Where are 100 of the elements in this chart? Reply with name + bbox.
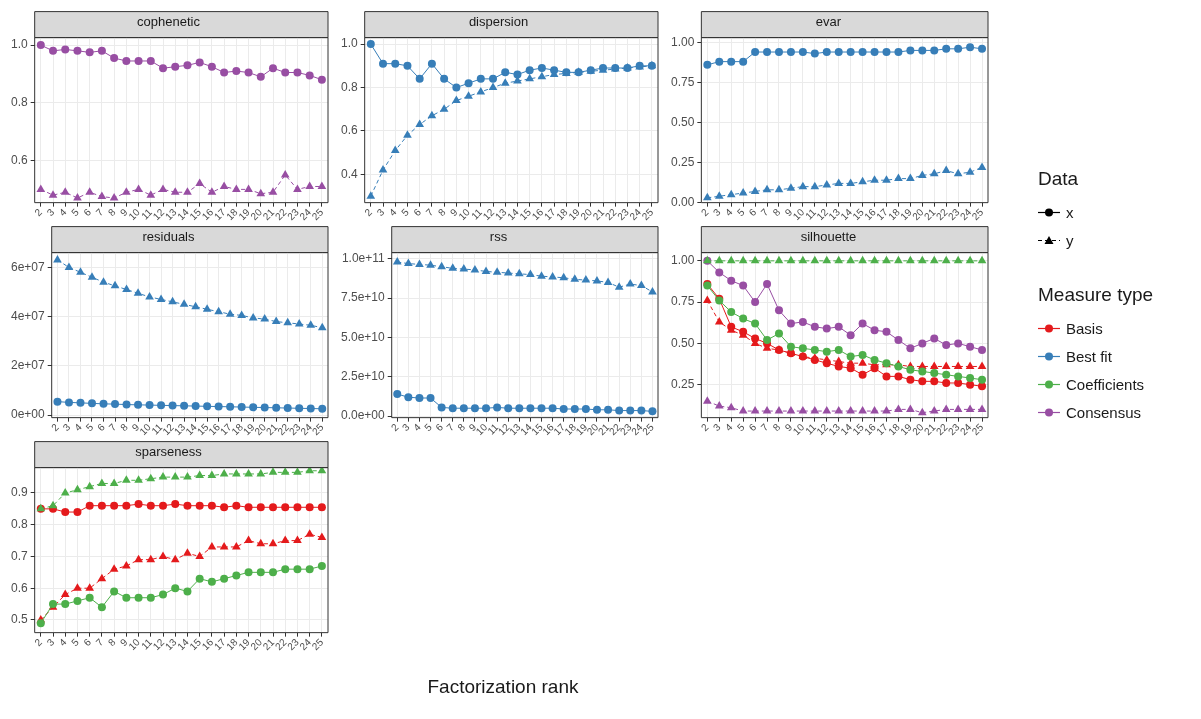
y-tick-label: 1.00 — [671, 34, 695, 49]
x-tick-label: 10 — [126, 206, 143, 223]
y-tick-label: 0.8 — [10, 517, 28, 532]
x-tick-label: 20 — [910, 421, 926, 438]
x-tick-label: 3 — [710, 421, 723, 434]
y-tick-label: 0.75 — [671, 294, 695, 309]
x-tick-label: 16 — [199, 206, 216, 223]
legend-label: Consensus — [1066, 403, 1142, 421]
x-tick-label: 7 — [93, 206, 106, 219]
x-tick-label: 3 — [400, 421, 413, 434]
x-tick-label: 5 — [83, 421, 96, 434]
chart-title: silhouette — [800, 229, 857, 245]
x-tick-label: 7 — [444, 421, 457, 434]
y-tick-label: 0e+00 — [11, 407, 46, 422]
x-tick-label: 8 — [455, 421, 468, 434]
x-tick-label: 4 — [411, 421, 424, 434]
x-tick-label: 5 — [69, 206, 82, 219]
y-tick-label: 7.5e+10 — [340, 290, 386, 305]
y-tick-label: 0.8 — [340, 79, 358, 94]
x-tick-label: 8 — [105, 636, 118, 649]
legend-title: Measure type — [1038, 284, 1154, 306]
chart-title: dispersion — [468, 14, 529, 30]
y-tick-label: 0.5 — [10, 612, 28, 627]
x-tick-label: 6 — [411, 206, 424, 219]
x-tick-label: 3 — [44, 206, 57, 219]
x-tick-label: 7 — [758, 206, 771, 219]
x-tick-label: 3 — [374, 206, 387, 219]
x-tick-label: 6 — [95, 421, 108, 434]
x-tick-label: 7 — [93, 636, 106, 649]
x-tick-label: 7 — [758, 421, 771, 434]
y-tick-label: 0.4 — [340, 166, 358, 181]
y-tick-label: 2.5e+10 — [340, 369, 386, 384]
x-tick-label: 8 — [118, 421, 131, 434]
legend-label: Basis — [1066, 319, 1103, 337]
x-tick-label: 5 — [734, 421, 747, 434]
x-tick-label: 2 — [388, 421, 401, 434]
y-tick-label: 0.00 — [671, 194, 695, 209]
x-tick-label: 3 — [44, 636, 57, 649]
chart-title: rss — [489, 229, 508, 245]
y-tick-label: 1.0 — [340, 36, 358, 51]
x-tick-label: 16 — [529, 206, 546, 223]
chart-title: sparseness — [135, 444, 203, 460]
legend-label: x — [1066, 203, 1074, 221]
legend-title: Data — [1038, 168, 1080, 190]
x-tick-label: 5 — [422, 421, 435, 434]
y-tick-label: 0.7 — [10, 548, 28, 563]
x-tick-label: 2 — [698, 206, 711, 219]
x-tick-label: 2 — [362, 206, 375, 219]
y-tick-label: 2e+07 — [11, 358, 46, 373]
x-tick-label: 7 — [106, 421, 119, 434]
x-tick-label: 20 — [910, 206, 926, 223]
x-tick-label: 3 — [710, 206, 723, 219]
x-tick-label: 8 — [105, 206, 118, 219]
y-tick-label: 1.0 — [10, 37, 28, 52]
y-tick-label: 4e+07 — [11, 308, 46, 323]
chart-title: residuals — [142, 229, 196, 245]
x-tick-label: 5 — [399, 206, 412, 219]
y-tick-label: 0.50 — [671, 335, 695, 350]
y-tick-label: 0.8 — [10, 95, 28, 110]
x-tick-label: 3 — [60, 421, 73, 434]
x-tick-label: 10 — [126, 636, 143, 653]
y-tick-label: 0.75 — [671, 74, 695, 89]
y-tick-label: 0.25 — [671, 376, 695, 391]
y-tick-label: 0.6 — [10, 152, 28, 167]
x-tick-label: 4 — [72, 421, 85, 434]
x-tick-label: 16 — [199, 636, 216, 653]
chart-title: evar — [815, 14, 842, 30]
x-tick-label: 6 — [81, 206, 94, 219]
x-tick-label: 4 — [722, 206, 735, 219]
x-tick-label: 2 — [49, 421, 62, 434]
y-tick-label: 6e+07 — [11, 259, 46, 274]
x-tick-label: 8 — [770, 421, 783, 434]
chart-title: cophenetic — [137, 14, 201, 30]
y-tick-label: 0.9 — [10, 485, 28, 500]
y-tick-label: 0.6 — [340, 123, 358, 138]
y-tick-label: 5.0e+10 — [340, 329, 386, 344]
x-tick-label: 4 — [56, 206, 69, 219]
legend-label: Best fit — [1066, 347, 1112, 365]
legend-label: Coefficients — [1066, 375, 1145, 393]
x-tick-label: 6 — [746, 206, 759, 219]
x-tick-label: 6 — [746, 421, 759, 434]
y-tick-label: 0.50 — [671, 114, 695, 129]
x-tick-label: 8 — [770, 206, 783, 219]
x-tick-label: 2 — [32, 206, 45, 219]
x-tick-label: 10 — [456, 206, 473, 223]
y-tick-label: 0.6 — [10, 580, 28, 595]
x-tick-label: 5 — [734, 206, 747, 219]
y-tick-label: 1.00 — [671, 253, 695, 268]
x-tick-label: 6 — [433, 421, 446, 434]
x-axis-title: Factorization rank — [426, 676, 580, 698]
y-tick-label: 0.0e+00 — [340, 408, 386, 423]
x-tick-label: 4 — [386, 206, 399, 219]
x-tick-label: 4 — [722, 421, 735, 434]
x-tick-label: 4 — [56, 636, 69, 649]
y-tick-label: 1.0e+11 — [341, 251, 386, 266]
x-tick-label: 6 — [81, 636, 94, 649]
x-tick-label: 2 — [32, 636, 45, 649]
legend-label: y — [1066, 231, 1074, 249]
x-tick-label: 2 — [698, 421, 711, 434]
x-tick-label: 7 — [423, 206, 436, 219]
